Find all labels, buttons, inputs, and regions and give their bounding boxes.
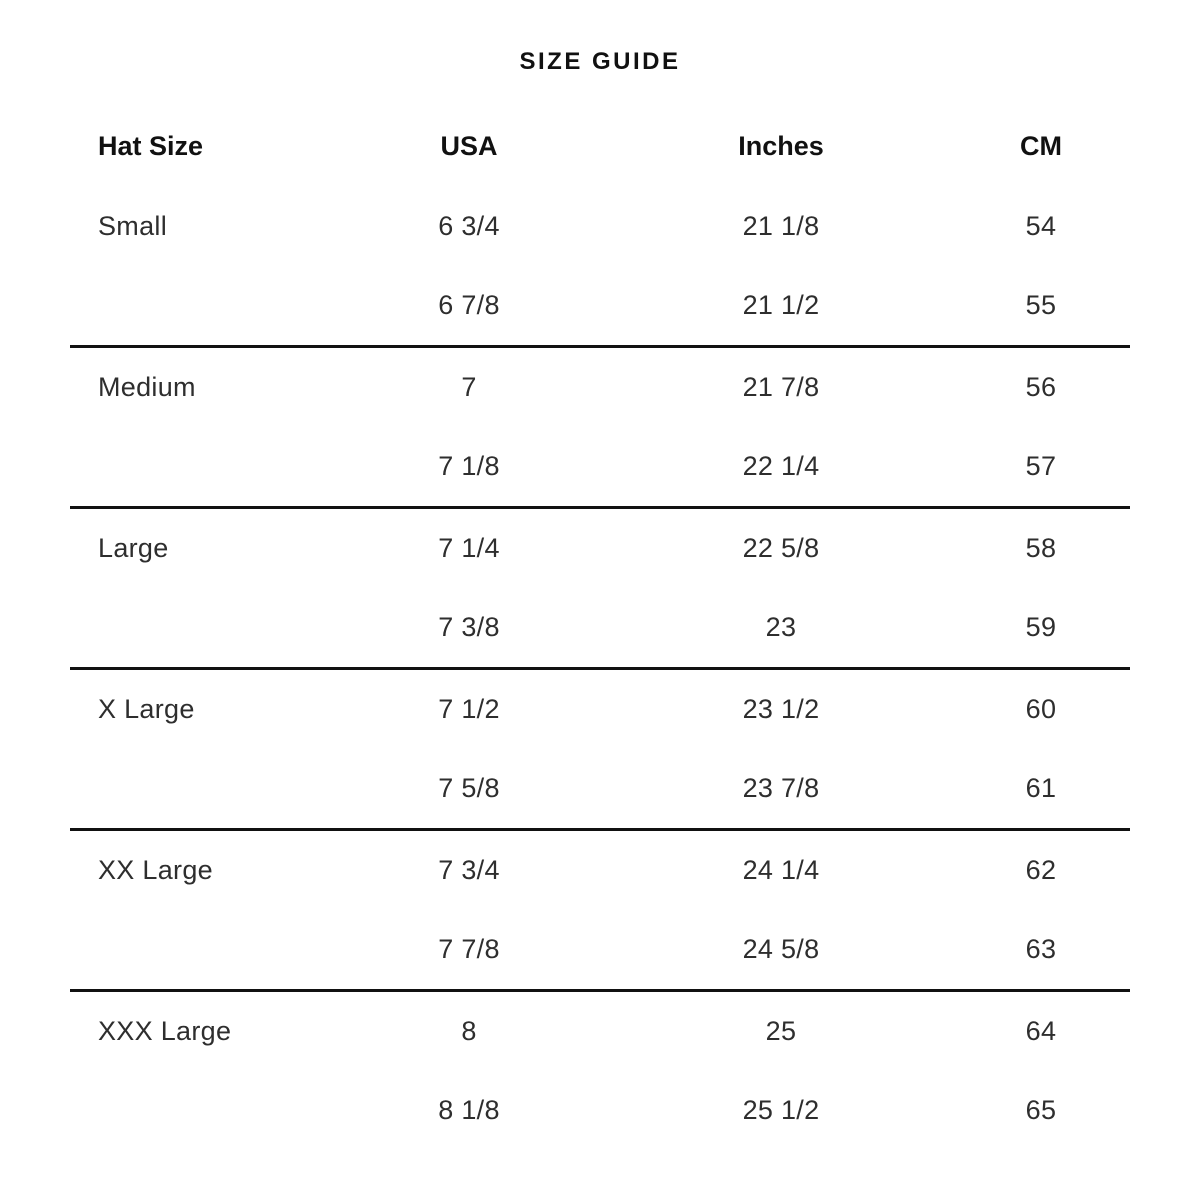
table-row: Large 7 1/4 22 5/8 58 (70, 509, 1130, 588)
cell-usa: 7 5/8 (438, 773, 500, 803)
cell-usa: 8 (461, 1016, 477, 1046)
table-row: 7 1/8 22 1/4 57 (70, 427, 1130, 506)
cell-cm: 57 (1025, 451, 1057, 481)
cell-inches: 21 1/2 (742, 290, 820, 320)
table-row: 7 3/8 23 59 (70, 588, 1130, 667)
cell-inches: 23 7/8 (742, 773, 820, 803)
cell-hat-size: X Large (98, 694, 195, 724)
cell-inches: 23 (765, 612, 797, 642)
cell-usa: 7 7/8 (438, 934, 500, 964)
cell-inches: 22 5/8 (742, 533, 820, 563)
table-row: X Large 7 1/2 23 1/2 60 (70, 670, 1130, 749)
column-header-hat-size: Hat Size (98, 130, 204, 161)
table-row: 7 5/8 23 7/8 61 (70, 749, 1130, 828)
size-group: Small 6 3/4 21 1/8 54 6 7/8 21 1/2 55 (70, 187, 1130, 348)
size-guide-page: SIZE GUIDE Hat Size USA Inches CM Small … (70, 0, 1130, 1150)
cell-hat-size: XXX Large (98, 1016, 232, 1046)
cell-usa: 6 3/4 (438, 211, 500, 241)
cell-inches: 24 5/8 (742, 934, 820, 964)
table-row: 6 7/8 21 1/2 55 (70, 266, 1130, 345)
size-group: X Large 7 1/2 23 1/2 60 7 5/8 23 7/8 61 (70, 670, 1130, 831)
cell-inches: 25 1/2 (742, 1095, 820, 1125)
cell-inches: 21 1/8 (742, 211, 820, 241)
cell-usa: 7 3/8 (438, 612, 500, 642)
cell-cm: 62 (1025, 855, 1057, 885)
cell-inches: 25 (765, 1016, 797, 1046)
size-table-body: Small 6 3/4 21 1/8 54 6 7/8 21 1/2 55 Me… (70, 187, 1130, 1150)
cell-cm: 56 (1025, 372, 1057, 402)
cell-hat-size: Large (98, 533, 169, 563)
cell-cm: 55 (1025, 290, 1057, 320)
cell-cm: 59 (1025, 612, 1057, 642)
cell-hat-size: XX Large (98, 855, 213, 885)
cell-cm: 60 (1025, 694, 1057, 724)
table-row: XX Large 7 3/4 24 1/4 62 (70, 831, 1130, 910)
cell-hat-size: Small (98, 211, 168, 241)
table-row: XXX Large 8 25 64 (70, 992, 1130, 1071)
cell-cm: 65 (1025, 1095, 1057, 1125)
cell-inches: 22 1/4 (742, 451, 820, 481)
cell-cm: 58 (1025, 533, 1057, 563)
size-group: Large 7 1/4 22 5/8 58 7 3/8 23 59 (70, 509, 1130, 670)
cell-cm: 61 (1025, 773, 1057, 803)
cell-usa: 7 1/2 (438, 694, 500, 724)
size-group: Medium 7 21 7/8 56 7 1/8 22 1/4 57 (70, 348, 1130, 509)
cell-hat-size: Medium (98, 372, 196, 402)
table-row: Small 6 3/4 21 1/8 54 (70, 187, 1130, 266)
cell-usa: 8 1/8 (438, 1095, 500, 1125)
cell-usa: 7 (461, 372, 477, 402)
column-header-inches: Inches (738, 130, 824, 161)
cell-inches: 23 1/2 (742, 694, 820, 724)
cell-usa: 6 7/8 (438, 290, 500, 320)
page-title: SIZE GUIDE (519, 48, 681, 75)
cell-inches: 24 1/4 (742, 855, 820, 885)
column-header-usa: USA (440, 130, 498, 161)
table-row: 7 7/8 24 5/8 63 (70, 910, 1130, 989)
cell-usa: 7 3/4 (438, 855, 500, 885)
cell-cm: 64 (1025, 1016, 1057, 1046)
table-row: 8 1/8 25 1/2 65 (70, 1071, 1130, 1150)
size-group: XXX Large 8 25 64 8 1/8 25 1/2 65 (70, 992, 1130, 1150)
cell-inches: 21 7/8 (742, 372, 820, 402)
cell-usa: 7 1/8 (438, 451, 500, 481)
cell-usa: 7 1/4 (438, 533, 500, 563)
size-table: Hat Size USA Inches CM Small 6 3/4 21 1/… (70, 120, 1130, 1150)
column-header-cm: CM (1020, 130, 1062, 161)
cell-cm: 63 (1025, 934, 1057, 964)
cell-cm: 54 (1025, 211, 1057, 241)
table-row: Medium 7 21 7/8 56 (70, 348, 1130, 427)
table-header-row: Hat Size USA Inches CM (70, 120, 1130, 172)
size-group: XX Large 7 3/4 24 1/4 62 7 7/8 24 5/8 63 (70, 831, 1130, 992)
